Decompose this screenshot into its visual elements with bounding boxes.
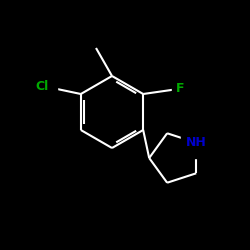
Text: Cl: Cl [35, 80, 49, 92]
Text: NH: NH [186, 136, 206, 149]
Text: F: F [176, 82, 184, 96]
